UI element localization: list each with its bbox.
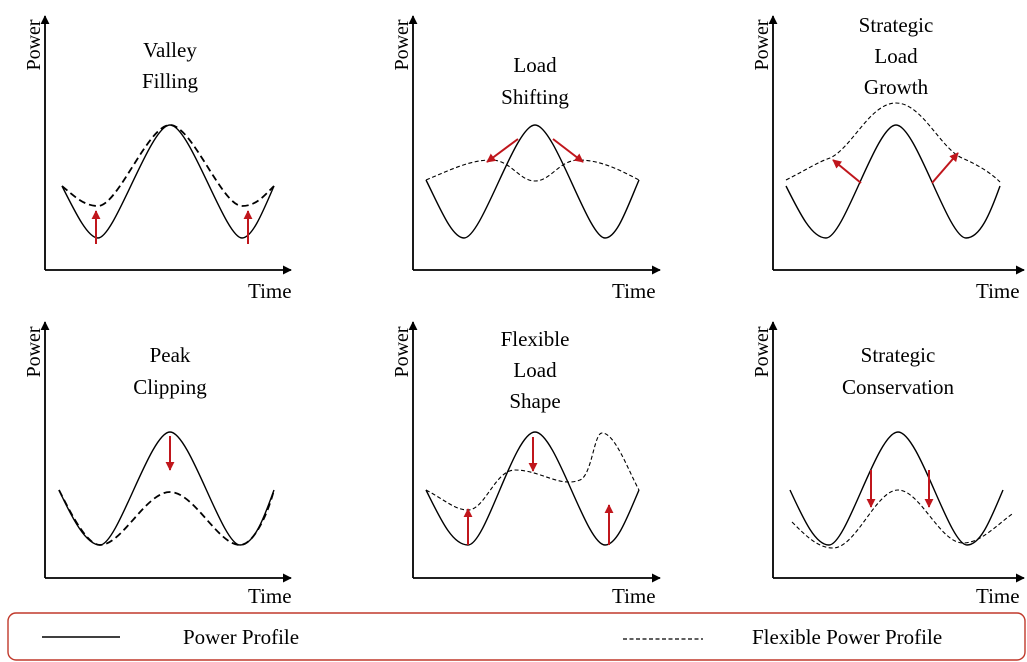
panel-flexible-load-shape: Power Time Flexible Load Shape — [391, 321, 661, 608]
power-profile-curve — [789, 431, 1004, 546]
panel-title-line-1: Flexible — [501, 327, 570, 351]
panel-title-line-3: Growth — [864, 75, 929, 99]
y-axis-label: Power — [23, 19, 45, 70]
panel-title-line-1: Strategic — [861, 343, 936, 367]
panel-title-line-1: Strategic — [859, 13, 934, 37]
panel-strategic-load-growth: Power Time Strategic Load Growth — [751, 13, 1025, 303]
power-profile-curve — [425, 431, 640, 546]
legend-solid-label: Power Profile — [183, 625, 299, 649]
panel-peak-clipping: Power Time Peak Clipping — [23, 321, 292, 608]
x-axis-label: Time — [612, 279, 656, 303]
x-axis-label: Time — [248, 584, 292, 608]
y-axis-label: Power — [23, 326, 45, 377]
flexible-profile-curve — [61, 124, 275, 207]
power-profile-curve — [61, 124, 275, 239]
y-axis-label: Power — [391, 19, 413, 70]
flexible-profile-curve — [425, 159, 640, 182]
panel-title-line-3: Shape — [509, 389, 560, 413]
power-profile-curve — [58, 431, 275, 546]
flexible-profile-curve — [785, 102, 1001, 183]
y-axis-label: Power — [391, 326, 413, 377]
panel-title-line-1: Valley — [143, 38, 197, 62]
growth-arrow-left — [832, 159, 862, 184]
power-profile-curve — [785, 124, 1001, 239]
x-axis-label: Time — [612, 584, 656, 608]
y-axis-label: Power — [751, 19, 773, 70]
panel-title-line-2: Load — [513, 358, 557, 382]
legend-dashed-label: Flexible Power Profile — [752, 625, 942, 649]
x-axis-label: Time — [976, 279, 1020, 303]
panel-title-line-2: Conservation — [842, 375, 954, 399]
shift-arrow-right — [552, 138, 584, 163]
panel-title-line-1: Peak — [150, 343, 191, 367]
y-axis-label: Power — [751, 326, 773, 377]
growth-arrow-right — [931, 152, 959, 184]
shift-arrow-left — [486, 138, 519, 163]
panel-valley-filling: Power Time Valley Filling — [23, 15, 292, 303]
power-profile-curve — [425, 124, 640, 239]
legend: Power Profile Flexible Power Profile — [7, 612, 1026, 661]
legend-border — [7, 612, 1026, 661]
panel-title-line-2: Load — [874, 44, 918, 68]
panel-title-line-2: Filling — [142, 69, 199, 93]
panel-title-line-1: Load — [513, 53, 557, 77]
x-axis-label: Time — [248, 279, 292, 303]
panel-load-shifting: Power Time Load Shifting — [391, 15, 661, 303]
flexible-profile-curve — [791, 489, 1013, 549]
panel-title-line-2: Shifting — [501, 85, 569, 109]
flexible-profile-curve — [58, 489, 275, 546]
panel-strategic-conservation: Power Time Strategic Conservation — [751, 321, 1025, 608]
x-axis-label: Time — [976, 584, 1020, 608]
panel-title-line-2: Clipping — [133, 375, 207, 399]
